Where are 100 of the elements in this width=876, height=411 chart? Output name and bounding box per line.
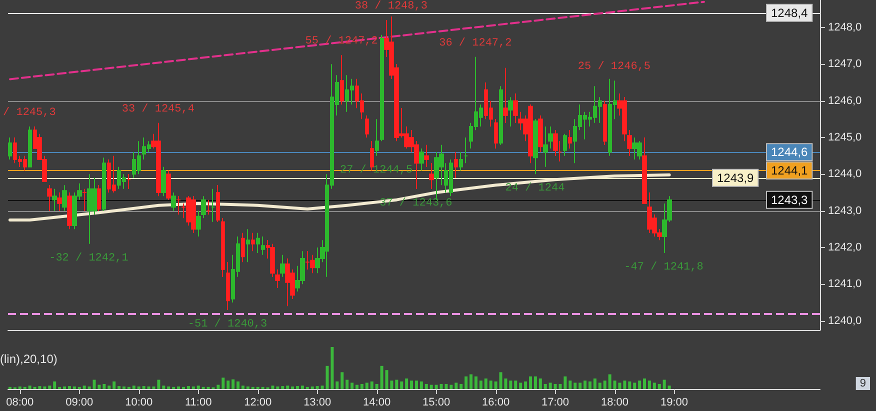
bar [474,376,478,389]
x-tick-label: 18:00 [601,396,629,408]
bar [608,374,612,389]
bar [226,380,230,389]
bar [281,386,284,389]
candlestick [270,243,275,278]
bar [241,386,244,389]
candlestick [176,196,181,215]
candlestick [543,126,548,168]
x-tick-label: 09:00 [66,396,94,408]
candlestick [642,137,647,204]
bar [578,382,582,389]
y-tick-label: 1246,0 [828,94,862,107]
candlestick [499,86,503,146]
bar [162,386,166,389]
bar [48,386,52,389]
candlestick [47,184,52,212]
bar [222,378,225,389]
bar [196,386,200,389]
candlestick [494,118,498,149]
bar [450,384,453,389]
candlestick [211,188,215,222]
bar [375,384,378,389]
bar [638,380,642,389]
candlestick [201,196,206,219]
candlestick [365,115,369,138]
candlestick [275,269,280,288]
bar [628,381,632,389]
x-tick-label: 14:00 [363,396,391,408]
candlestick [171,192,176,212]
bar [454,382,458,389]
bar [652,382,656,389]
candlestick [508,96,513,127]
bar [336,381,339,389]
y-tick-label: 1245,0 [828,132,862,144]
bar [112,381,116,389]
x-tick-label: 15:00 [422,396,450,408]
candlestick [538,115,543,153]
candlestick [627,130,632,156]
ref-line-label: 1244,6 [771,145,808,160]
bar [420,381,423,389]
bar [544,384,547,389]
x-tick-label: 19:00 [660,396,688,408]
bar [355,384,358,389]
candlestick [503,67,508,124]
bar [460,384,463,389]
bar [588,381,592,389]
bar [192,386,195,389]
bar [564,376,567,389]
bar [494,381,498,389]
bar [519,382,522,389]
bar [360,384,364,389]
bar [479,380,482,389]
bar [410,380,414,389]
bar [310,386,314,389]
bar [538,378,542,389]
candlestick [370,140,374,171]
bar [430,384,433,389]
y-tick-label: 1243,0 [828,204,862,217]
bar [236,381,240,389]
bar [633,382,636,389]
bar [395,380,398,389]
candlestick [548,126,553,149]
candlestick [127,174,131,190]
candlestick [97,184,101,212]
bar [28,386,32,389]
bar [18,386,22,389]
bar [216,384,220,389]
x-tick-label: 13:00 [304,396,332,408]
bar [414,380,418,389]
bar [276,386,280,389]
bar [132,386,136,389]
bar [370,381,374,389]
candlestick [533,118,538,175]
candlestick [513,93,518,124]
bar [177,386,180,389]
candlestick [256,232,260,254]
bar [53,381,56,389]
candlestick [52,188,57,212]
candlestick [429,162,434,190]
candlestick [161,166,166,197]
bar [246,386,250,389]
candlestick [251,232,255,252]
annotation: (lin),20,10) [0,352,58,366]
bar [350,382,354,389]
bar [300,386,304,389]
candlestick [261,236,265,256]
bar [470,374,473,389]
candlestick [340,54,344,105]
bar [365,382,368,389]
bar [118,386,121,389]
bar [593,378,596,389]
bar [464,376,468,389]
candlestick [196,210,201,237]
bar [82,386,86,389]
y-tick-label: 1244,0 [828,168,862,180]
candlestick [221,218,225,278]
annotation: 36 / 1247,2 [439,37,512,50]
bar [72,386,76,389]
candlestick [380,34,384,142]
